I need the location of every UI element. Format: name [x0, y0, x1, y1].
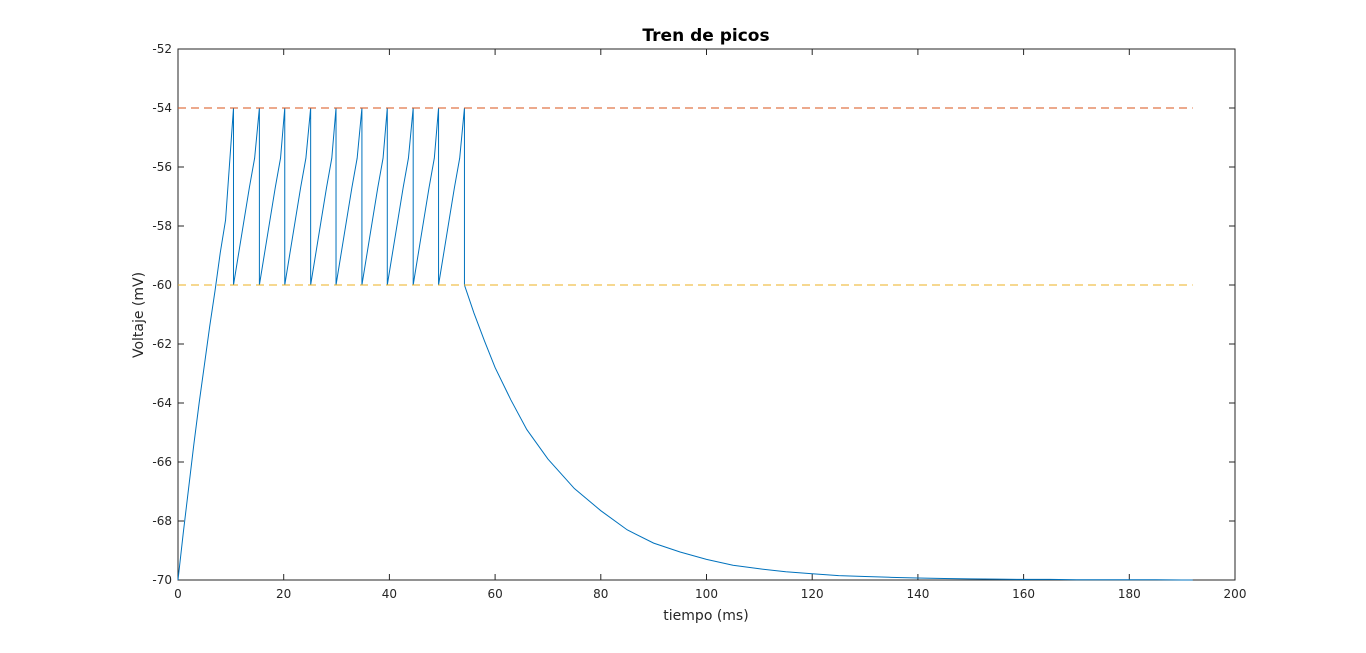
- y-axis-ticks: -70 -68 -66 -64 -62 -60 -58 -56 -54 -52: [152, 42, 1235, 587]
- y-tick-label: -68: [152, 514, 172, 528]
- axes-box: [177, 48, 1236, 581]
- plot-area: 0 20 40 60 80 100 120 140 160 180 200 -70 -68 -66 -64…: [152, 42, 1246, 601]
- y-tick-label: -62: [152, 337, 172, 351]
- x-tick-label: 180: [1118, 587, 1141, 601]
- x-tick-label: 20: [276, 587, 291, 601]
- x-tick-label: 120: [801, 587, 824, 601]
- y-axis-title: Voltaje (mV): [131, 272, 147, 358]
- y-tick-label: -52: [152, 42, 172, 56]
- x-tick-label: 60: [487, 587, 502, 601]
- y-tick-label: -64: [152, 396, 172, 410]
- x-tick-label: 160: [1012, 587, 1035, 601]
- chart-title: Tren de picos: [642, 26, 769, 46]
- x-axis-ticks: 0 20 40 60 80 100 120 140 160 180 200: [174, 49, 1246, 601]
- y-tick-label: -58: [152, 219, 172, 233]
- x-tick-label: 140: [906, 587, 929, 601]
- x-tick-label: 40: [382, 587, 397, 601]
- y-tick-label: -66: [152, 455, 172, 469]
- y-tick-label: -54: [152, 101, 172, 115]
- series-layer: [177, 107, 1193, 581]
- x-tick-label: 80: [593, 587, 608, 601]
- y-tick-label: -70: [152, 573, 172, 587]
- x-tick-label: 200: [1224, 587, 1247, 601]
- series-line-voltage: [177, 107, 1193, 581]
- x-axis-title: tiempo (ms): [663, 608, 748, 624]
- y-tick-label: -56: [152, 160, 172, 174]
- y-tick-label: -60: [152, 278, 172, 292]
- x-tick-label: 100: [695, 587, 718, 601]
- x-tick-label: 0: [174, 587, 182, 601]
